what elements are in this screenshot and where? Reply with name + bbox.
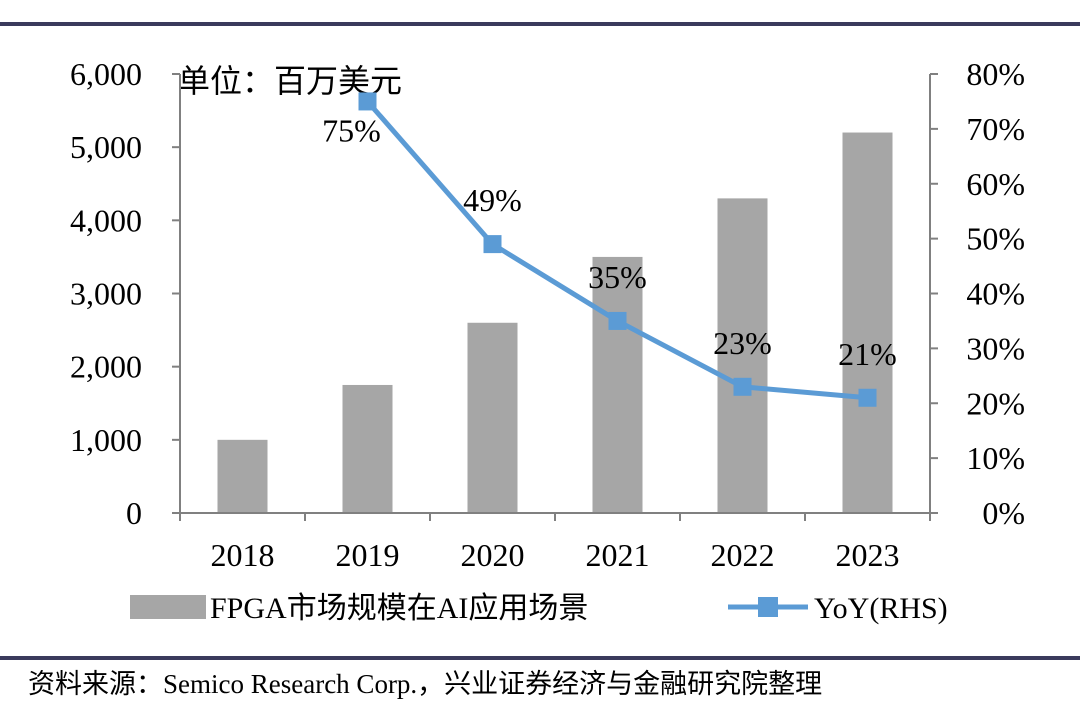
x-tick-label: 2020	[461, 537, 525, 573]
x-tick-label: 2022	[711, 537, 775, 573]
left-tick-label: 1,000	[70, 422, 142, 458]
right-tick-label: 60%	[966, 166, 1025, 202]
yoy-data-label: 23%	[713, 325, 772, 361]
yoy-data-label: 49%	[463, 182, 522, 218]
yoy-marker-2021	[608, 311, 627, 330]
legend-bar-label: FPGA市场规模在AI应用场景	[210, 592, 588, 625]
yoy-data-label: 75%	[322, 112, 381, 148]
left-tick-label: 6,000	[70, 56, 142, 92]
bar-2022	[717, 198, 768, 513]
left-tick-label: 5,000	[70, 129, 142, 165]
left-tick-label: 3,000	[70, 276, 142, 312]
yoy-marker-2020	[483, 235, 502, 254]
legend-line-label: YoY(RHS)	[814, 592, 948, 625]
x-tick-label: 2021	[586, 537, 650, 573]
yoy-marker-2019	[358, 92, 377, 111]
right-tick-label: 40%	[966, 276, 1025, 312]
bottom-rule	[0, 656, 1080, 660]
legend-bar-swatch	[130, 595, 206, 619]
right-tick-label: 10%	[966, 440, 1025, 476]
yoy-data-label: 21%	[838, 336, 897, 372]
yoy-marker-2022	[733, 377, 752, 396]
right-tick-label: 80%	[966, 56, 1025, 92]
x-tick-label: 2019	[336, 537, 400, 573]
left-tick-label: 2,000	[70, 349, 142, 385]
right-tick-label: 50%	[966, 221, 1025, 257]
left-tick-label: 4,000	[70, 202, 142, 238]
yoy-marker-2023	[858, 388, 877, 407]
source-note: 资料来源：Semico Research Corp.，兴业证券经济与金融研究院整…	[28, 669, 823, 699]
right-tick-label: 70%	[966, 111, 1025, 147]
right-tick-label: 0%	[982, 495, 1025, 531]
bar-2023	[842, 132, 893, 514]
bar-2019	[342, 384, 393, 513]
top-rule	[0, 22, 1080, 26]
legend-line-marker	[758, 597, 778, 617]
bar-2020	[467, 322, 518, 513]
right-tick-label: 30%	[966, 330, 1025, 366]
bar-2018	[217, 439, 268, 513]
bar-2021	[592, 256, 643, 513]
x-tick-label: 2023	[836, 537, 900, 573]
x-tick-label: 2018	[211, 537, 275, 573]
yoy-data-label: 35%	[588, 259, 647, 295]
left-tick-label: 0	[126, 495, 142, 531]
chart: 单位：百万美元 01,0002,0003,0004,0005,0006,0000…	[70, 56, 1025, 625]
right-tick-label: 20%	[966, 385, 1025, 421]
